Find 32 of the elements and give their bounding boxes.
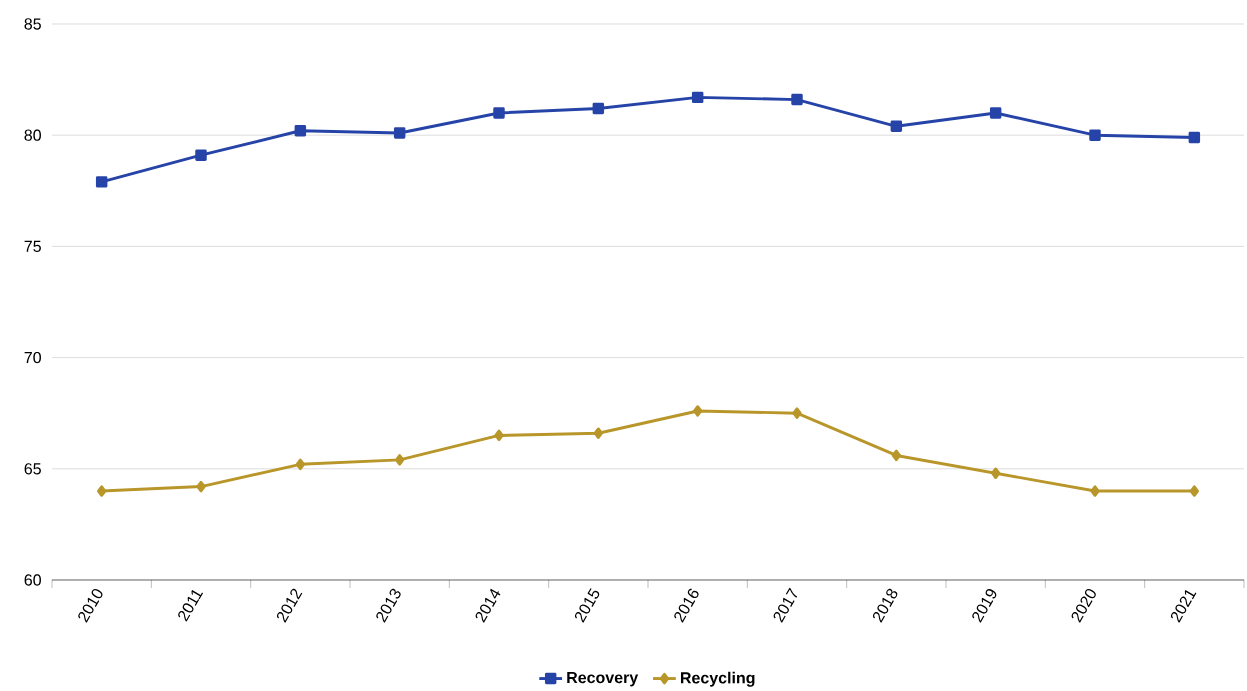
point bbox=[593, 427, 604, 439]
point bbox=[97, 485, 107, 497]
point bbox=[95, 176, 108, 188]
point bbox=[493, 107, 505, 119]
y-tick-label: 75 bbox=[24, 240, 41, 252]
point bbox=[1188, 131, 1201, 144]
point bbox=[891, 449, 902, 462]
point bbox=[1189, 485, 1200, 497]
point bbox=[295, 458, 306, 471]
point bbox=[691, 91, 704, 104]
point bbox=[195, 149, 207, 161]
point bbox=[792, 407, 802, 419]
point bbox=[494, 429, 504, 442]
y-tick-label: 85 bbox=[24, 18, 41, 30]
point bbox=[395, 454, 405, 466]
y-tick-label: 80 bbox=[24, 129, 41, 141]
point bbox=[592, 102, 605, 115]
y-tick-label: 65 bbox=[24, 463, 41, 475]
legend-label: Recycling bbox=[681, 671, 755, 687]
y-tick-label: 60 bbox=[24, 574, 41, 586]
point bbox=[693, 405, 703, 417]
point bbox=[791, 93, 803, 106]
point bbox=[1089, 129, 1101, 141]
point bbox=[393, 127, 406, 139]
point bbox=[890, 120, 903, 133]
point bbox=[196, 480, 206, 493]
legend-label: Recovery bbox=[567, 672, 639, 687]
point bbox=[294, 125, 307, 137]
point bbox=[989, 107, 1002, 119]
point bbox=[991, 467, 1001, 479]
y-tick-label: 70 bbox=[24, 351, 41, 364]
point bbox=[1090, 485, 1100, 497]
